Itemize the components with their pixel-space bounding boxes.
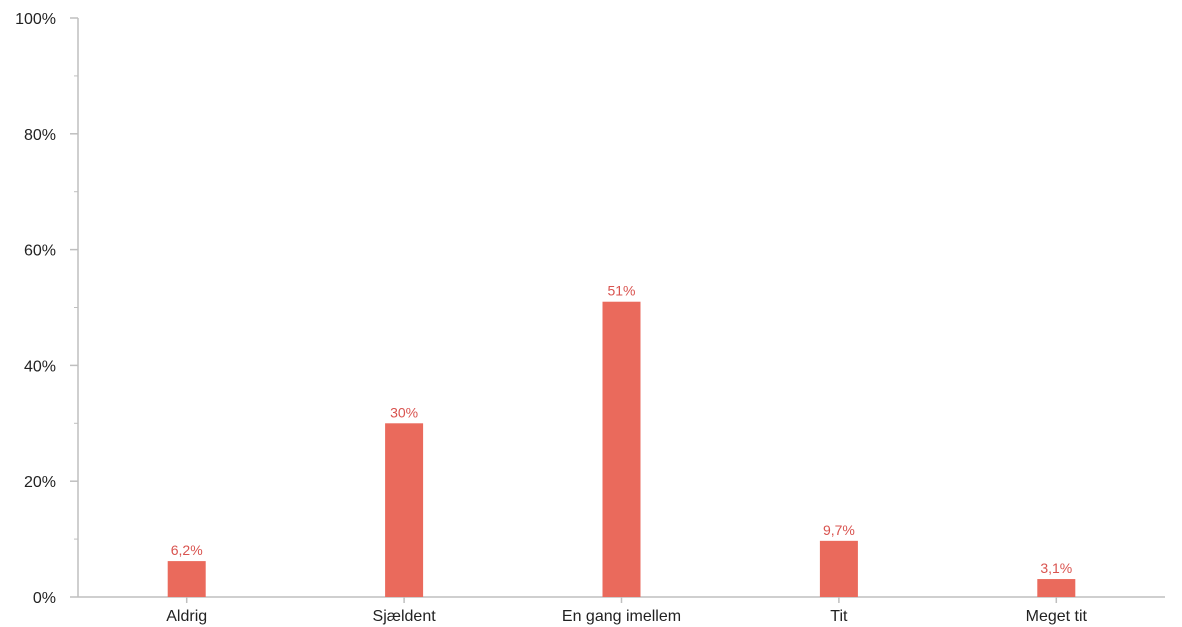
bar-value-label: 30% [390,404,418,420]
x-axis: Aldrig Sjældent En gang imellem Tit Meget ti… [78,596,1165,625]
y-tick-label: 80% [24,127,56,144]
bar-value-label: 3,1% [1040,560,1072,576]
y-tick-label: 20% [24,474,56,491]
bar [819,540,858,597]
y-axis: 0% 20% 40% 60% 80% 100% [15,11,79,607]
bar [385,423,424,597]
x-tick-label: Tit [830,608,848,625]
x-tick-label: En gang imellem [562,608,681,625]
y-tick-label: 40% [24,358,56,375]
bar [602,301,641,597]
y-tick-label: 0% [33,590,56,607]
bar-value-label: 51% [607,283,635,299]
bar-value-label: 6,2% [171,542,203,558]
y-tick-label: 60% [24,243,56,260]
y-tick-label: 100% [15,11,56,28]
bar [167,561,206,597]
bar [1037,579,1076,597]
x-tick-label: Meget tit [1026,608,1088,625]
data-labels: 6,2% 30% 51% 9,7% 3,1% [171,283,1073,576]
x-tick-label: Aldrig [166,608,207,625]
x-tick-label: Sjældent [373,608,437,625]
bar-value-label: 9,7% [823,522,855,538]
bars [167,301,1076,597]
